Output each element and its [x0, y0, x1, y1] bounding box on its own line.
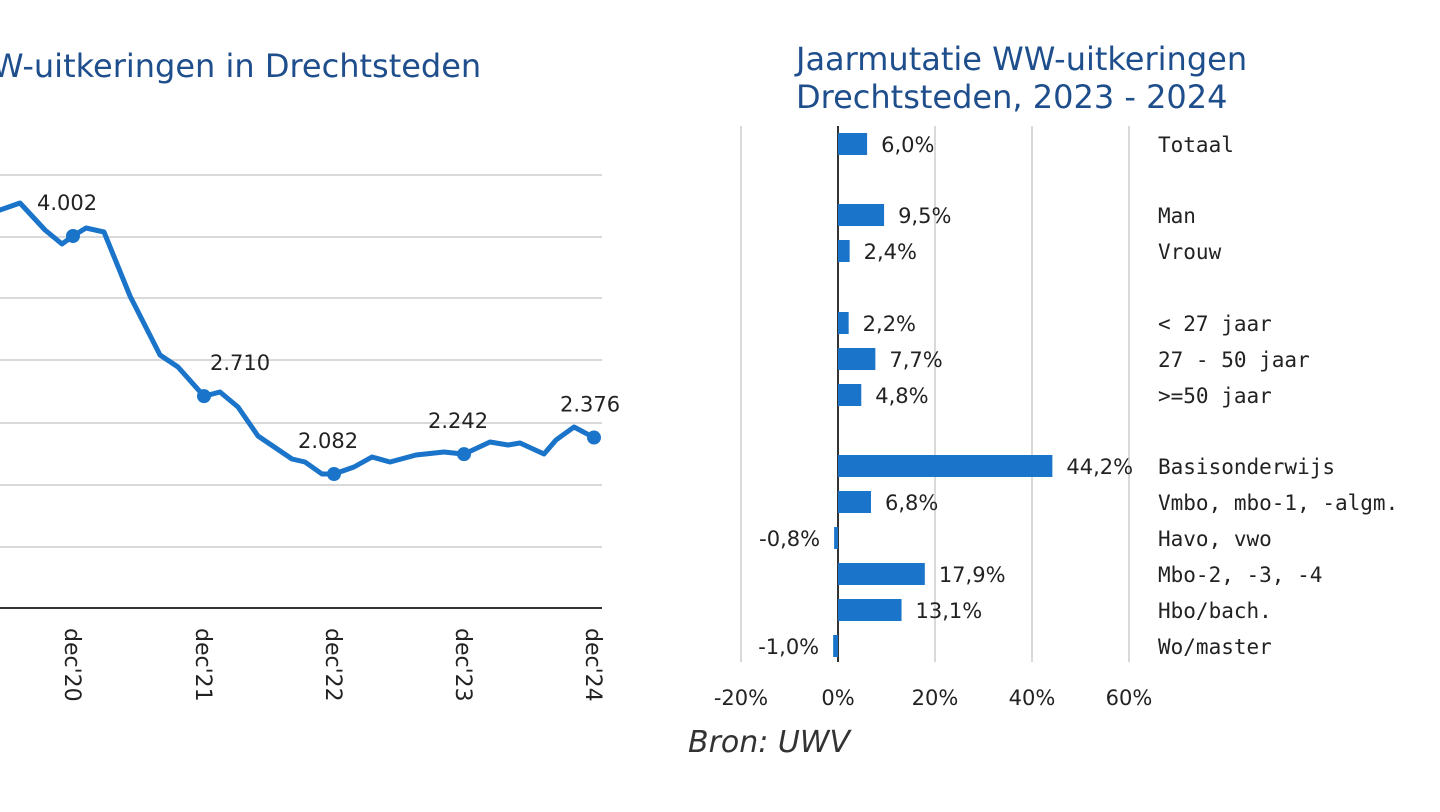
bar [838, 563, 925, 585]
bar-value-label: 9,5% [898, 204, 951, 228]
line-chart-title: W-uitkeringen in Drechtsteden [0, 47, 481, 85]
bar-value-label: 4,8% [875, 384, 928, 408]
series-line [0, 200, 597, 477]
category-label: Havo, vwo [1158, 527, 1272, 551]
bar [838, 599, 902, 621]
line-chart-gridlines [0, 174, 602, 548]
line-point [457, 447, 471, 462]
category-label: Vrouw [1158, 240, 1222, 264]
x-tick-label: 20% [912, 686, 959, 710]
line-point [66, 229, 80, 243]
bar-chart-value-labels: 6,0% 9,5% 2,4% 2,2% 7,7% 4,8% 44,2% 6,8% -0,8% 17… [758, 133, 1133, 659]
bar [834, 527, 838, 549]
bar-chart-title-line-2: Drechtsteden, 2023 - 2024 [796, 78, 1228, 116]
category-label: Wo/master [1158, 635, 1272, 659]
bar-value-label: 44,2% [1066, 455, 1133, 479]
line-chart-points [66, 229, 601, 481]
bar [838, 455, 1053, 477]
bar-chart-x-ticks: -20% 0% 20% 40% 60% [714, 686, 1152, 710]
x-tick-label: -20% [714, 686, 768, 710]
x-tick-label: 0% [821, 686, 854, 710]
category-label: >=50 jaar [1158, 384, 1272, 408]
x-tick-label: dec'21 [190, 628, 215, 702]
bar-chart-title-line-1: Jaarmutatie WW-uitkeringen [794, 40, 1247, 78]
category-label: 27 - 50 jaar [1158, 348, 1310, 372]
x-tick-label: dec'22 [320, 628, 345, 702]
line-point [327, 467, 341, 481]
bar [838, 348, 876, 370]
bar [838, 491, 871, 513]
bar-chart-gridlines [740, 126, 1130, 662]
line-chart-data-labels: 4.002 2.710 2.082 2.242 2.376 [37, 191, 620, 453]
x-tick-label: 60% [1106, 686, 1153, 710]
category-label: < 27 jaar [1158, 312, 1272, 336]
line-data-label: 4.002 [37, 191, 97, 215]
bar-chart-category-labels: Totaal Man Vrouw < 27 jaar 27 - 50 jaar >=50 … [1158, 133, 1398, 659]
x-tick-label: dec'23 [450, 628, 475, 702]
category-label: Vmbo, mbo-1, -algm. [1158, 491, 1398, 515]
line-data-label: 2.710 [210, 351, 270, 375]
category-label: Basisonderwijs [1158, 455, 1335, 479]
category-label: Mbo-2, -3, -4 [1158, 563, 1322, 587]
line-point [587, 430, 601, 445]
line-data-label: 2.242 [428, 409, 488, 433]
bar-chart-bars [833, 133, 1053, 657]
bar [838, 312, 849, 334]
category-label: Totaal [1158, 133, 1234, 157]
bar-value-label: 7,7% [889, 348, 942, 372]
x-tick-label: dec'24 [580, 628, 605, 702]
bar-value-label: 6,0% [881, 133, 934, 157]
source-note: Bron: UWV [688, 725, 853, 760]
bar [833, 635, 838, 657]
line-data-label: 2.376 [560, 393, 620, 417]
bar [838, 384, 862, 406]
x-tick-label: 40% [1009, 686, 1056, 710]
bar-chart: Jaarmutatie WW-uitkeringen Drechtsteden,… [714, 40, 1398, 710]
bar-value-label: 17,9% [939, 563, 1006, 587]
category-label: Hbo/bach. [1158, 599, 1272, 623]
bar-value-label: 2,2% [863, 312, 916, 336]
bar-value-label: 2,4% [864, 240, 917, 264]
line-point [197, 389, 211, 404]
bar-value-label: -1,0% [758, 635, 819, 659]
line-chart: W-uitkeringen in Drechtsteden 4.002 2.710… [0, 47, 620, 702]
bar-value-label: 13,1% [916, 599, 983, 623]
line-chart-x-ticks: dec'20 dec'21 dec'22 dec'23 dec'24 [59, 628, 605, 702]
bar [838, 133, 868, 155]
x-tick-label: dec'20 [59, 628, 84, 702]
bar-value-label: -0,8% [759, 527, 820, 551]
bar [838, 204, 885, 226]
bar [838, 240, 850, 262]
line-data-label: 2.082 [298, 429, 358, 453]
category-label: Man [1158, 204, 1196, 228]
bar-value-label: 6,8% [885, 491, 938, 515]
